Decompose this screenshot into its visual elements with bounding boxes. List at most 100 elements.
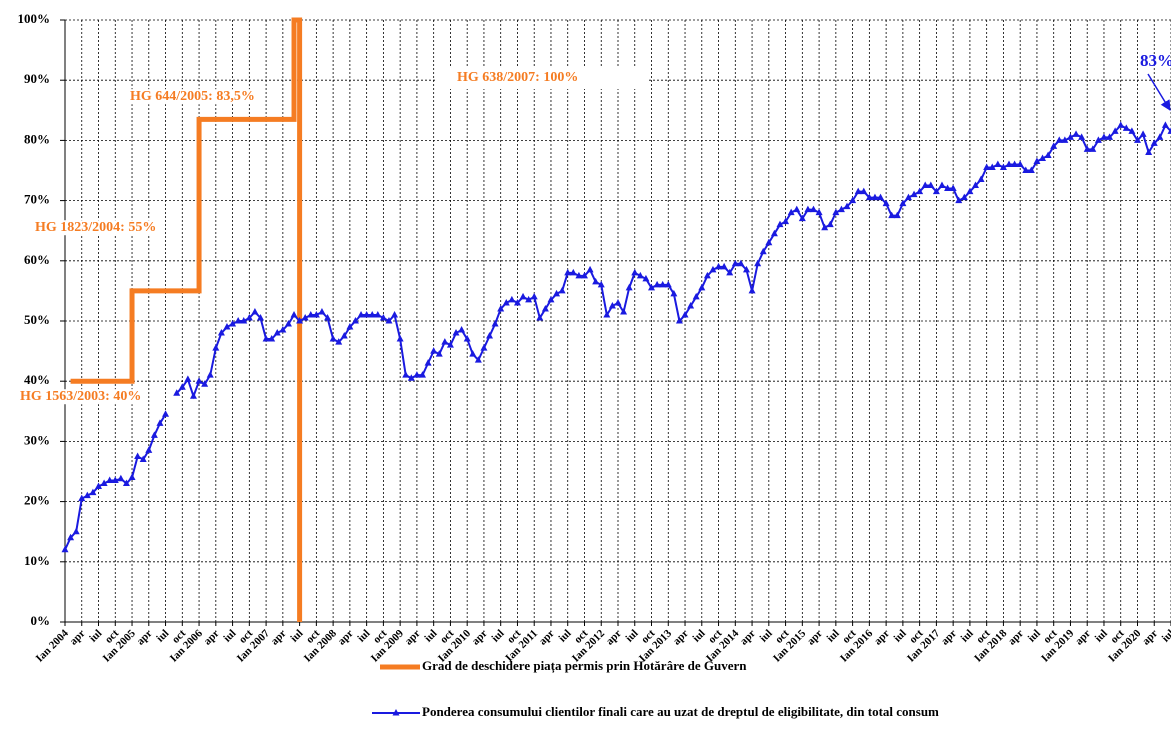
marker xyxy=(709,265,717,273)
marker xyxy=(765,238,773,246)
marker xyxy=(715,262,723,270)
marker xyxy=(932,187,940,195)
marker xyxy=(78,494,86,502)
marker xyxy=(597,280,605,288)
marker xyxy=(435,350,443,357)
series-line xyxy=(70,17,303,622)
marker xyxy=(89,488,97,496)
grid xyxy=(60,19,1171,626)
marker xyxy=(675,317,683,324)
marker xyxy=(413,371,421,378)
marker xyxy=(1161,121,1169,128)
marker xyxy=(340,332,348,339)
x-tick-label: apr xyxy=(269,627,289,647)
marker xyxy=(748,286,756,294)
marker xyxy=(810,205,818,213)
marker xyxy=(391,310,399,318)
annotation-arrow xyxy=(1147,73,1171,111)
marker xyxy=(418,371,426,378)
annotation: HG 1823/2004: 55% xyxy=(35,220,156,235)
marker xyxy=(128,473,136,481)
marker xyxy=(826,220,834,228)
marker xyxy=(569,268,577,276)
marker xyxy=(971,181,979,189)
marker xyxy=(1016,160,1024,167)
marker xyxy=(1089,145,1097,152)
y-tick-label: 10% xyxy=(24,553,50,568)
marker xyxy=(580,271,588,279)
annotation-background xyxy=(128,89,257,105)
marker xyxy=(988,163,996,170)
marker xyxy=(731,259,739,267)
marker xyxy=(474,356,482,363)
marker xyxy=(815,208,823,216)
marker xyxy=(754,259,762,267)
x-tick-label: apr xyxy=(68,627,88,647)
marker xyxy=(558,286,566,294)
marker xyxy=(162,410,170,417)
marker xyxy=(916,187,924,195)
marker xyxy=(983,163,991,170)
x-tick-label: apr xyxy=(872,627,892,647)
x-tick-label: apr xyxy=(1006,627,1026,647)
marker xyxy=(944,184,952,192)
marker xyxy=(351,317,359,324)
marker xyxy=(782,217,790,225)
marker xyxy=(67,533,75,541)
x-tick-label: iul xyxy=(691,627,708,644)
marker xyxy=(1128,127,1136,134)
marker xyxy=(513,298,521,306)
marker xyxy=(458,326,466,333)
marker xyxy=(368,310,376,318)
annotation: HG 1563/2003: 40% xyxy=(20,389,141,404)
marker xyxy=(1072,130,1080,137)
marker xyxy=(648,283,656,291)
marker xyxy=(396,335,404,342)
marker xyxy=(530,292,538,300)
marker xyxy=(564,268,572,276)
x-tick-label: apr xyxy=(604,627,624,647)
marker xyxy=(1106,133,1114,140)
marker xyxy=(575,271,583,279)
marker xyxy=(653,280,661,288)
marker xyxy=(804,205,812,213)
x-tick-label: iul xyxy=(825,627,842,644)
legend-label: Grad de deschidere piața permis prin Hot… xyxy=(422,658,747,674)
marker xyxy=(268,335,276,342)
marker xyxy=(245,313,253,321)
marker xyxy=(1061,136,1069,143)
marker xyxy=(1122,124,1130,131)
marker xyxy=(156,419,164,426)
marker xyxy=(636,271,644,279)
y-tick-label: 20% xyxy=(24,493,50,508)
marker xyxy=(547,295,555,303)
marker xyxy=(61,545,69,553)
marker xyxy=(150,431,158,438)
marker xyxy=(357,310,365,318)
labels: 0% 10% 20% 30% 40% 50% 60% 70% 80% 90% 100% Ian 200… xyxy=(18,11,1171,719)
annotation-background xyxy=(437,67,647,89)
marker xyxy=(111,476,119,484)
marker xyxy=(1133,136,1141,143)
x-tick-label: iul xyxy=(422,627,439,644)
marker xyxy=(502,298,510,306)
marker xyxy=(497,304,505,312)
marker xyxy=(296,317,304,324)
marker xyxy=(1033,157,1041,164)
marker xyxy=(189,392,197,399)
marker xyxy=(363,310,371,318)
marker xyxy=(1100,133,1108,140)
marker xyxy=(681,310,689,318)
marker xyxy=(1094,136,1102,143)
marker xyxy=(1039,154,1047,161)
marker xyxy=(977,175,985,183)
marker xyxy=(117,474,125,482)
marker xyxy=(1078,133,1086,140)
legend-marker xyxy=(392,709,400,716)
marker xyxy=(100,479,108,487)
marker xyxy=(525,295,533,303)
x-tick-label: iul xyxy=(288,627,305,644)
marker xyxy=(1167,127,1171,134)
x-tick-label: iul xyxy=(624,627,641,644)
marker xyxy=(463,335,471,342)
